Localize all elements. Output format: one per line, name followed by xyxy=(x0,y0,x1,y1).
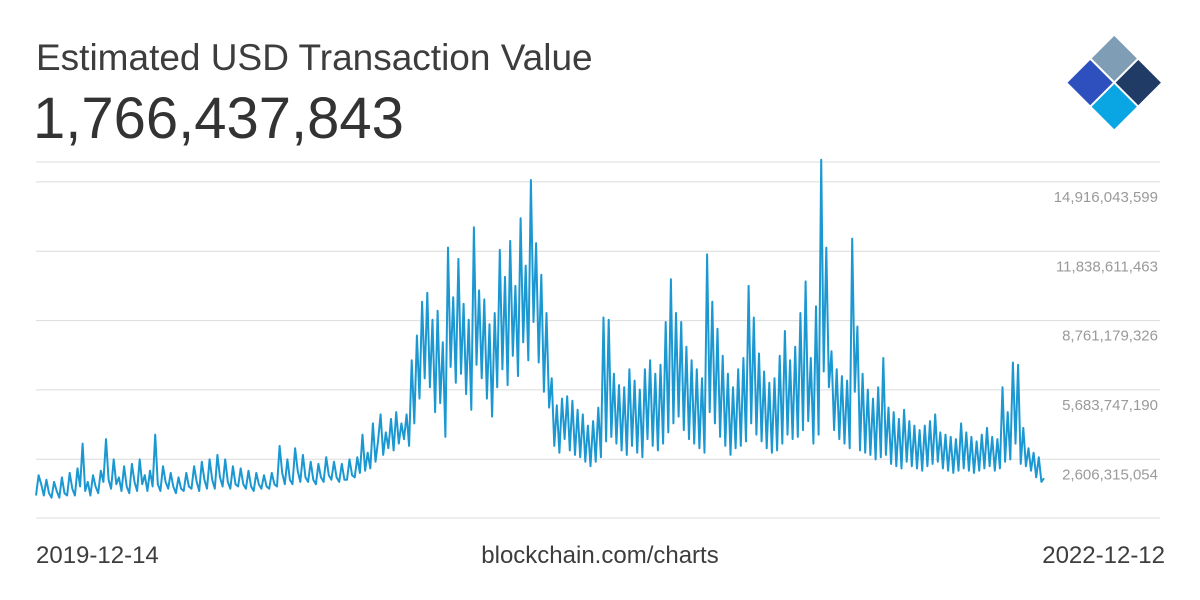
y-tick-label: 2,606,315,054 xyxy=(1062,466,1158,483)
y-tick-label: 11,838,611,463 xyxy=(1056,258,1158,275)
source-label: blockchain.com/charts xyxy=(481,542,719,569)
blockchain-logo xyxy=(1067,35,1161,130)
y-tick-label: 5,683,747,190 xyxy=(1062,397,1158,414)
y-tick-label: 14,916,043,599 xyxy=(1054,189,1158,206)
series-line xyxy=(35,158,1045,499)
start-date-label: 2019-12-14 xyxy=(36,542,159,569)
chart-title: Estimated USD Transaction Value xyxy=(36,37,593,78)
y-tick-label: 8,761,179,326 xyxy=(1062,328,1158,345)
end-date-label: 2022-12-12 xyxy=(1042,542,1165,569)
current-value: 1,766,437,843 xyxy=(33,86,404,151)
